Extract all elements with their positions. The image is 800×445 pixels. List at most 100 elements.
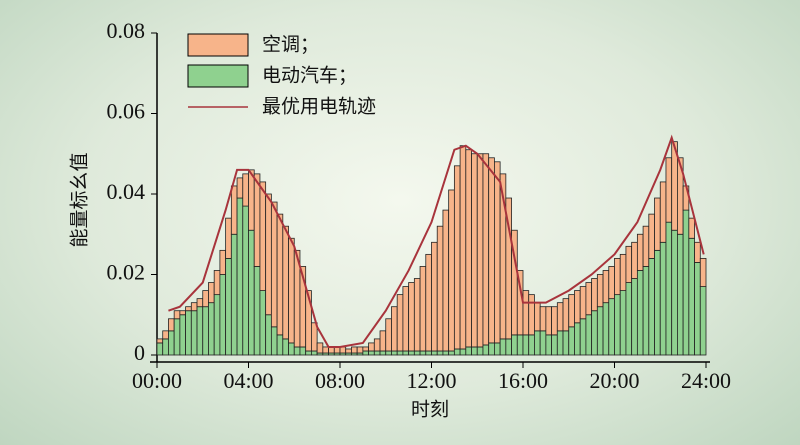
x-tick-label: 16:00	[498, 368, 548, 393]
bar-segment	[608, 266, 615, 300]
bar-segment	[173, 310, 181, 320]
bar-segment	[574, 322, 581, 356]
bar-segment	[442, 209, 450, 352]
bar-segment	[179, 310, 186, 316]
bar-segment	[436, 225, 444, 352]
bar-segment	[642, 225, 650, 267]
bar-segment	[688, 217, 695, 239]
bar-segment	[448, 350, 455, 356]
x-axis-label: 时刻	[411, 399, 449, 421]
bar-segment	[556, 330, 564, 356]
bar-segment	[528, 294, 535, 336]
bar-segment	[196, 298, 204, 308]
bar-segment	[236, 177, 244, 199]
bar-segment	[219, 249, 227, 275]
bar-segment	[694, 241, 701, 263]
bar-segment	[385, 350, 392, 356]
legend-label: 空调；	[262, 34, 319, 56]
bar-segment	[408, 350, 415, 356]
bar-segment	[654, 249, 661, 356]
bar-segment	[225, 217, 232, 259]
bar-segment	[471, 153, 478, 348]
bar-segment	[505, 338, 512, 356]
bar-segment	[648, 257, 655, 356]
bar-segment	[408, 282, 415, 352]
bar-segment	[202, 306, 209, 356]
bar-segment	[579, 286, 587, 320]
bar-segment	[276, 334, 284, 356]
bar-segment	[488, 342, 495, 356]
bar-segment	[190, 302, 198, 312]
bar-segment	[419, 350, 427, 356]
bar-segment	[539, 330, 547, 356]
bar-segment	[396, 294, 404, 352]
bar-segment	[494, 161, 501, 344]
bar-segment	[465, 149, 472, 348]
bar-segment	[299, 346, 307, 356]
bar-segment	[253, 173, 261, 267]
bar-segment	[522, 334, 530, 356]
bar-segment	[642, 266, 650, 356]
bar-segment	[551, 334, 558, 356]
y-axis-label: 能量标幺值	[69, 152, 91, 247]
bar-segment	[602, 302, 610, 356]
bar-segment	[179, 314, 186, 356]
bar-segment	[619, 290, 627, 356]
bar-segment	[516, 334, 524, 356]
bar-segment	[208, 302, 215, 356]
bar-segment	[293, 346, 301, 356]
bar-segment	[270, 201, 278, 328]
bar-segment	[208, 282, 215, 304]
bar-segment	[677, 233, 684, 356]
bar-segment	[248, 169, 255, 231]
bar-segment	[579, 318, 587, 356]
bar-segment	[465, 346, 472, 356]
legend-swatch	[187, 64, 249, 88]
bar-segment	[436, 350, 444, 356]
bar-segment	[453, 165, 461, 350]
bar-segment	[636, 233, 644, 271]
bar-segment	[219, 274, 227, 356]
y-tick-label: 0.08	[107, 18, 146, 43]
bar-segment	[230, 185, 238, 235]
bar-segment	[425, 253, 432, 352]
bar-segment	[305, 350, 312, 356]
bar-segment	[402, 286, 410, 352]
bar-segment	[185, 310, 192, 356]
bar-segment	[625, 282, 633, 356]
bar-segment	[391, 306, 398, 352]
bar-segment	[631, 278, 638, 356]
bar-segment	[574, 290, 581, 324]
bar-segment	[396, 350, 404, 356]
x-tick-label: 24:00	[681, 368, 731, 393]
bar-segment	[305, 290, 312, 352]
legend-label: 最优用电轨迹	[262, 96, 376, 118]
bar-segment	[259, 290, 267, 356]
bar-segment	[494, 342, 501, 356]
x-tick-label: 08:00	[315, 368, 365, 393]
bar-segment	[654, 197, 661, 251]
bar-segment	[156, 338, 164, 344]
y-tick-label: 0.02	[107, 260, 146, 285]
bar-segment	[528, 334, 535, 356]
bar-segment	[648, 213, 655, 259]
bar-segment	[585, 282, 593, 316]
bar-segment	[322, 346, 329, 354]
bar-segment	[614, 257, 621, 296]
line	[168, 134, 705, 348]
bar-segment	[602, 270, 610, 304]
bar-segment	[534, 330, 541, 356]
bar-segment	[625, 245, 633, 283]
bar-segment	[699, 286, 707, 356]
y-tick-label: 0	[134, 340, 145, 365]
bar-segment	[339, 346, 347, 354]
bar-segment	[596, 306, 604, 356]
bar-segment	[568, 294, 575, 328]
bar-segment	[288, 237, 295, 344]
bar-segment	[356, 346, 364, 354]
bar-segment	[248, 229, 255, 356]
bar-segment	[379, 330, 387, 352]
bar-segment	[373, 338, 381, 352]
bar-segment	[162, 338, 169, 356]
